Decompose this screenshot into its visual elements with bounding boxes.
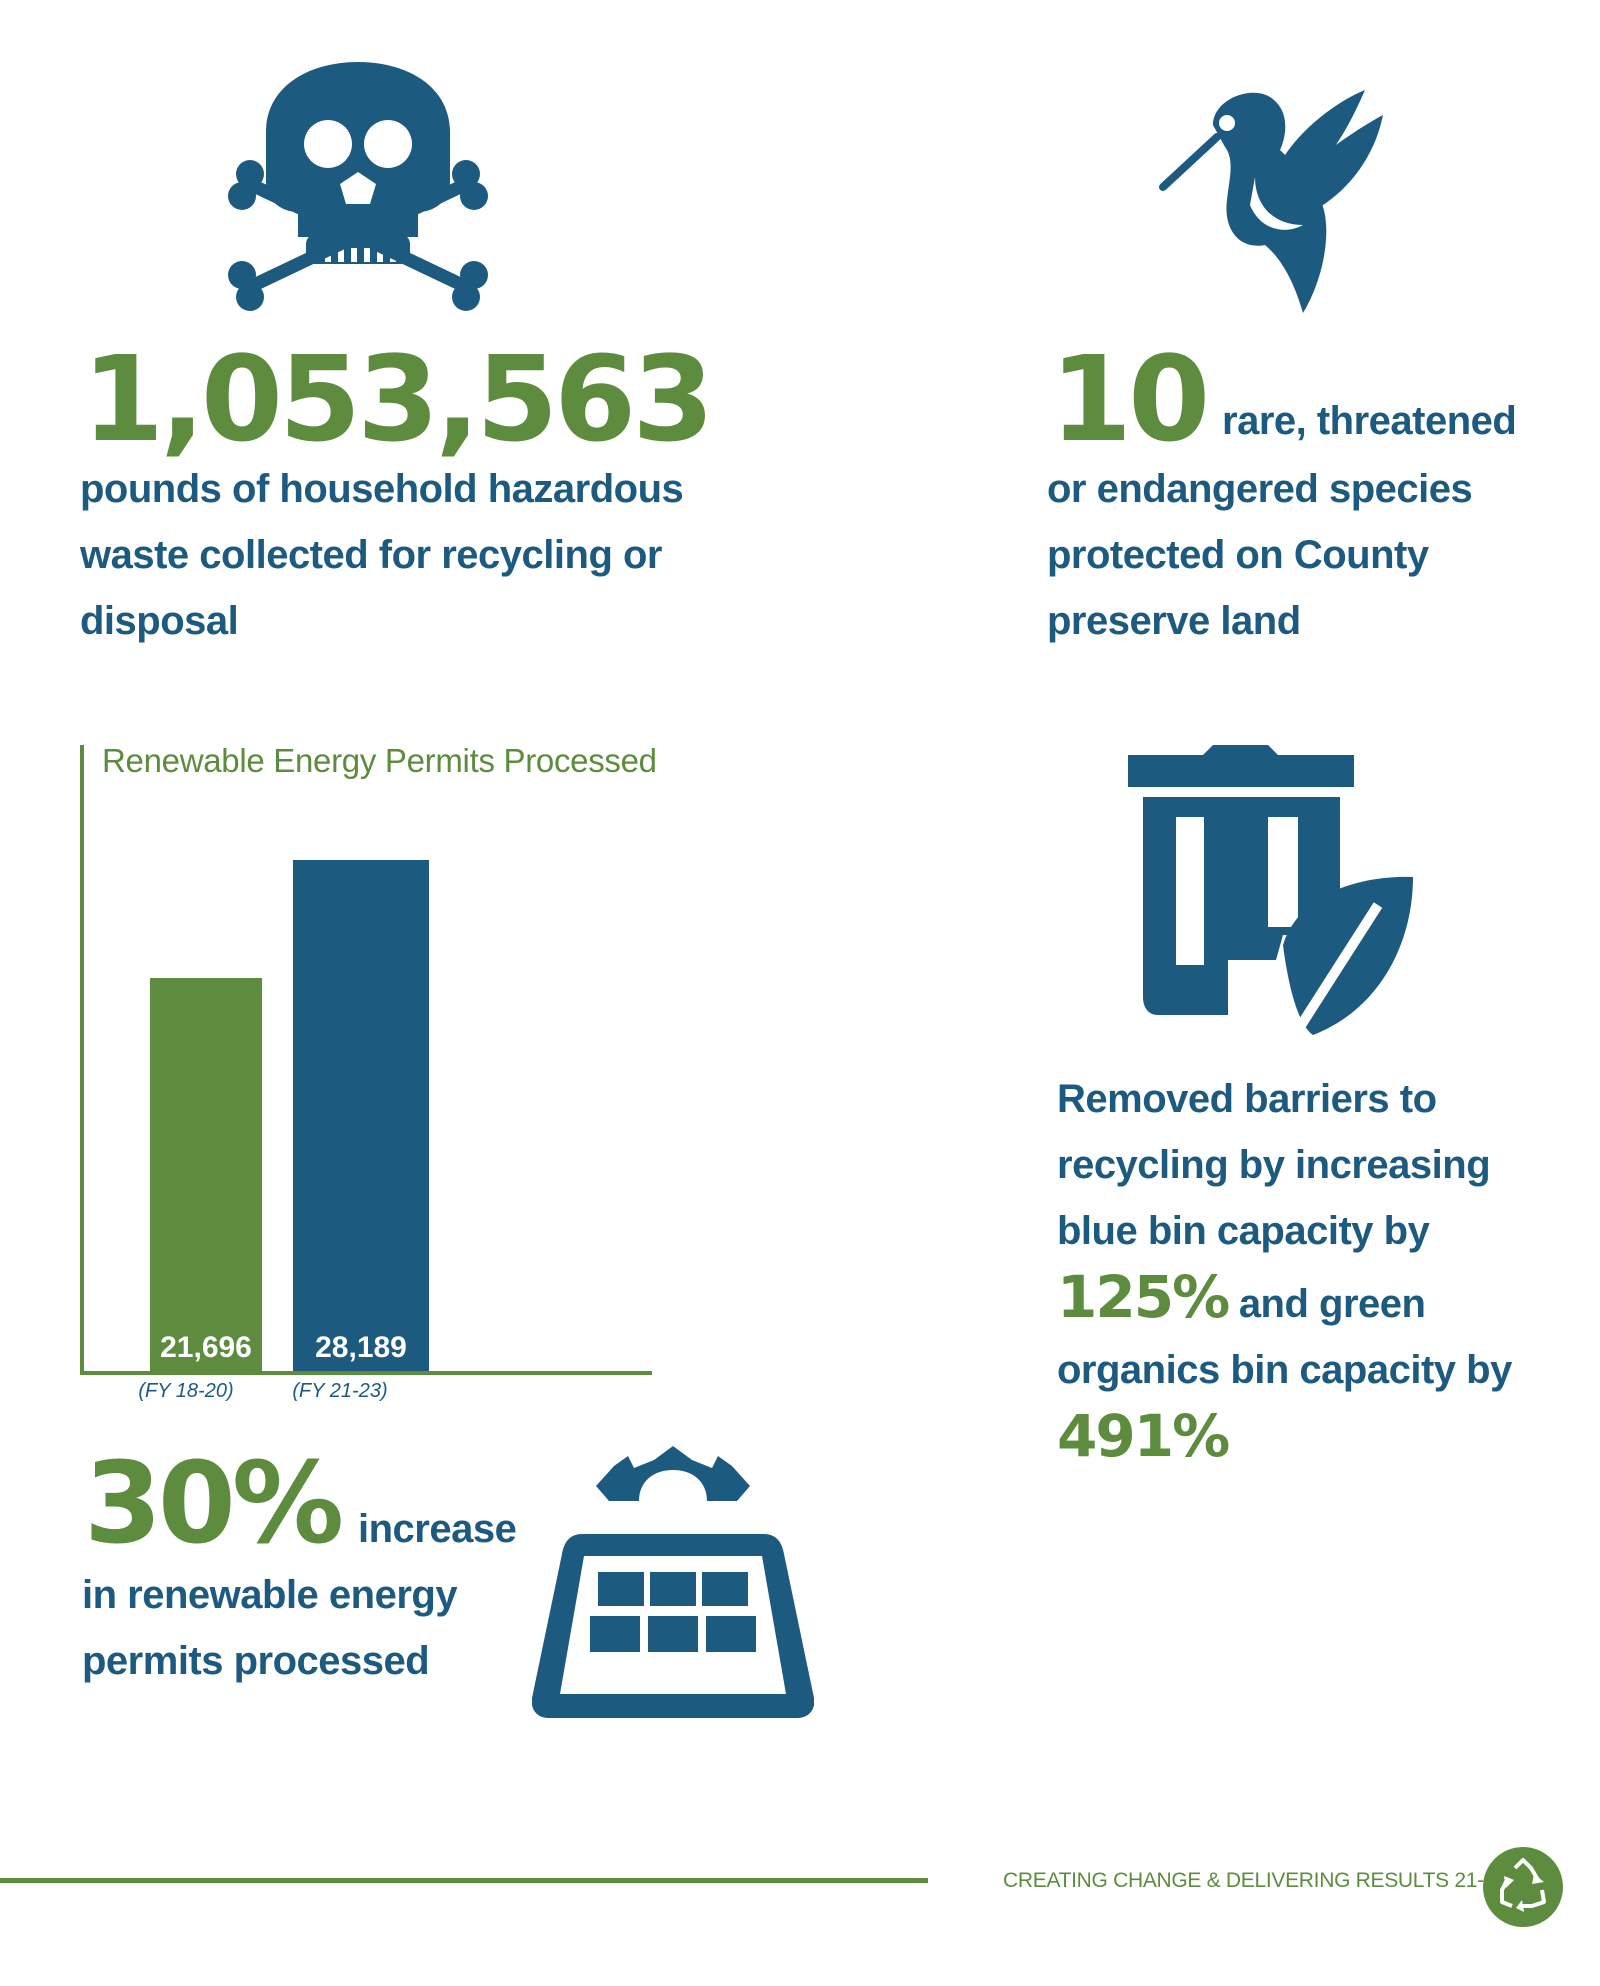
bar-value-label: 21,696 <box>160 1331 252 1364</box>
chart-plot-area: 21,696 28,189 <box>84 800 654 1371</box>
hummingbird-icon <box>1159 90 1383 313</box>
chart-axes <box>80 745 652 1375</box>
bar-value-label: 28,189 <box>315 1331 407 1364</box>
species-value: 10 <box>1050 330 1210 468</box>
hazardous-waste-description: pounds of household hazardous waste coll… <box>80 456 720 654</box>
description-line: 491% <box>1057 1403 1597 1476</box>
description-line: blue bin capacity by <box>1057 1209 1430 1253</box>
description-line: or endangered species <box>1047 467 1473 511</box>
description-line: disposal <box>80 599 239 643</box>
description-line: pounds of household hazardous <box>80 467 684 511</box>
description-line: waste collected for recycling or <box>80 533 663 577</box>
description-line: protected on County <box>1047 533 1429 577</box>
footer-rule <box>0 1878 928 1883</box>
hazardous-waste-value: 1,053,563 <box>82 330 714 468</box>
recycle-icon <box>1483 1847 1563 1927</box>
chart-bar: 21,696 <box>150 978 262 1371</box>
description-line: Removed barriers to <box>1057 1077 1437 1121</box>
renewable-description: in renewable energy permits processed <box>82 1562 562 1694</box>
solar-panel-icon <box>532 1446 814 1718</box>
description-line: in renewable energy <box>82 1573 458 1617</box>
description-line: preserve land <box>1047 599 1301 643</box>
chart-title: Renewable Energy Permits Processed <box>102 742 657 779</box>
renewable-increase-value: 30% <box>84 1439 344 1569</box>
bin-capacity-description: Removed barriers to recycling by increas… <box>1057 1066 1597 1476</box>
description-text: and green <box>1238 1282 1426 1326</box>
species-description: or endangered species protected on Count… <box>1047 456 1587 654</box>
description-line: organics bin capacity by <box>1057 1348 1512 1392</box>
description-line: recycling by increasing <box>1057 1143 1491 1187</box>
skull-crossbones-icon <box>228 62 488 311</box>
chart-bar: 28,189 <box>293 860 429 1371</box>
species-line1: rare, threatened <box>1222 399 1517 443</box>
x-tick-label: (FY 18-20) <box>138 1380 234 1402</box>
renewable-line1: increase <box>358 1507 517 1551</box>
footer-text: CREATING CHANGE & DELIVERING RESULTS 21-… <box>1003 1869 1507 1892</box>
blue-bin-percent: 125% <box>1057 1263 1230 1331</box>
green-bin-percent: 491% <box>1057 1402 1230 1470</box>
trash-bin-leaf-icon <box>1128 745 1413 1035</box>
x-tick-label: (FY 21-23) <box>292 1380 388 1402</box>
description-line: 125% and green <box>1057 1264 1597 1337</box>
description-line: permits processed <box>82 1639 430 1683</box>
